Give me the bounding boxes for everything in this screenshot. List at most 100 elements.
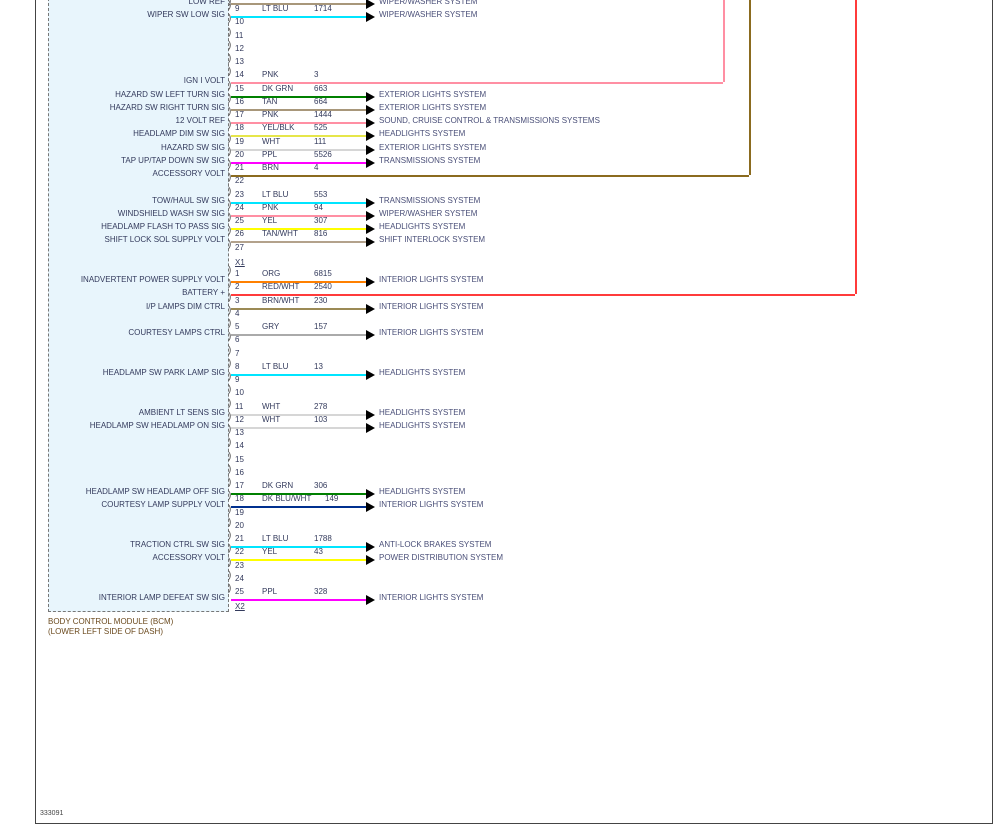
connector-bracket-icon: ): [228, 424, 232, 435]
circuit-number: 157: [314, 322, 328, 331]
wire: [231, 96, 366, 98]
wire-color: ORG: [262, 269, 281, 278]
arrow-icon: [366, 489, 375, 499]
arrow-icon: [366, 277, 375, 287]
wire-vertical: [855, 0, 857, 294]
system-destination: POWER DISTRIBUTION SYSTEM: [379, 553, 504, 562]
connector-bracket-icon: ): [228, 583, 232, 594]
wire-color: LT BLU: [262, 534, 289, 543]
arrow-icon: [366, 158, 375, 168]
system-destination: SOUND, CRUISE CONTROL & TRANSMISSIONS SY…: [379, 116, 600, 125]
signal-label: IGN I VOLT: [183, 76, 225, 85]
system-destination: SHIFT INTERLOCK SYSTEM: [379, 235, 486, 244]
pin-number: 18: [235, 123, 244, 133]
diagram-frame: [35, 0, 993, 824]
circuit-number: 3: [314, 70, 319, 80]
wire-color: TAN: [262, 96, 278, 106]
pin-number: 17: [235, 481, 244, 490]
bcm-module-box: [48, 0, 229, 612]
wire: [231, 135, 366, 137]
arrow-icon: [366, 330, 375, 340]
wire: [231, 281, 366, 283]
circuit-number: 2540: [314, 282, 332, 292]
arrow-icon: [366, 211, 375, 221]
signal-label: INTERIOR LAMP DEFEAT SW SIG: [98, 593, 225, 602]
wire: [231, 599, 366, 601]
pin-number: 4: [235, 308, 240, 318]
wire-color: DK GRN: [262, 83, 294, 93]
connector-bracket-icon: ): [228, 331, 232, 343]
system-destination: TRANSMISSIONS SYSTEM: [379, 156, 481, 165]
signal-label: HEADLAMP SW HEADLAMP ON SIG: [89, 421, 225, 430]
pin-number: 21: [235, 163, 244, 172]
connector-bracket-icon: ): [228, 13, 232, 25]
circuit-number: 307: [314, 216, 328, 225]
system-destination: WIPER/WASHER SYSTEM: [379, 0, 478, 6]
circuit-number: 525: [314, 123, 328, 133]
pin-number: 22: [235, 176, 244, 186]
pin-number: 9: [235, 4, 240, 13]
connector-bracket-icon: ): [228, 477, 232, 488]
signal-label: ACCESSORY VOLT: [152, 169, 225, 178]
system-destination: EXTERIOR LIGHTS SYSTEM: [379, 90, 487, 99]
connector-bracket-icon: ): [228, 172, 232, 184]
circuit-number: 553: [314, 189, 328, 199]
wire: [231, 493, 366, 495]
connector-bracket-icon: ): [228, 463, 232, 475]
arrow-icon: [366, 410, 375, 420]
connector-bracket-icon: ): [228, 212, 232, 223]
circuit-number: 328: [314, 587, 328, 596]
circuit-number: 278: [314, 401, 328, 411]
arrow-icon: [366, 145, 375, 155]
connector-bracket-icon: ): [228, 185, 232, 197]
circuit-number: 43: [314, 547, 323, 557]
wire-color: PNK: [262, 202, 279, 212]
pin-number: 8: [235, 361, 240, 371]
wire: [231, 559, 366, 561]
pin-number: 27: [235, 242, 244, 252]
wire: [231, 334, 366, 336]
connector-bracket-icon: ): [228, 437, 232, 449]
signal-label: HAZARD SW SIG: [160, 143, 225, 152]
signal-label: ACCESSORY VOLT: [152, 553, 225, 562]
wire: [231, 228, 366, 230]
circuit-number: 1444: [314, 110, 332, 119]
wire-color: DK GRN: [262, 481, 294, 490]
signal-label: WIPER SW LOW SIG: [147, 10, 225, 19]
signal-label: COURTESY LAMPS CTRL: [128, 328, 225, 337]
pin-number: 21: [235, 534, 244, 543]
arrow-icon: [366, 198, 375, 208]
wire-color: LT BLU: [262, 189, 289, 199]
pin-number: 24: [235, 573, 244, 583]
wire-color: PPL: [262, 149, 278, 159]
pin-number: 18: [235, 494, 244, 504]
pin-number: 20: [235, 520, 244, 530]
connector-bracket-icon: ): [228, 357, 232, 369]
connector-bracket-icon: ): [228, 569, 232, 581]
system-destination: WIPER/WASHER SYSTEM: [379, 209, 478, 218]
connector-bracket-icon: ): [228, 26, 232, 38]
connector-bracket-icon: ): [228, 145, 232, 157]
wire: [231, 122, 366, 124]
connector-bracket-icon: ): [228, 0, 232, 7]
wire: [231, 506, 366, 508]
connector-bracket-icon: ): [228, 410, 232, 422]
pin-number: 16: [235, 467, 244, 477]
arrow-icon: [366, 131, 375, 141]
signal-label: TAP UP/TAP DOWN SW SIG: [121, 156, 225, 165]
circuit-number: 663: [314, 83, 328, 93]
connector-bracket-icon: ): [228, 66, 232, 78]
arrow-icon: [366, 118, 375, 128]
arrow-icon: [366, 105, 375, 115]
system-destination: EXTERIOR LIGHTS SYSTEM: [379, 103, 487, 112]
signal-label: SHIFT LOCK SOL SUPPLY VOLT: [104, 235, 225, 244]
system-destination: EXTERIOR LIGHTS SYSTEM: [379, 143, 487, 152]
connector-name: X2: [235, 602, 245, 612]
connector-bracket-icon: ): [228, 530, 232, 541]
pin-number: 15: [235, 454, 244, 464]
wire-color: LT BLU: [262, 361, 289, 371]
connector-bracket-icon: ): [228, 238, 232, 250]
pin-number: 14: [235, 441, 244, 451]
pin-number: 12: [235, 43, 244, 53]
connector-bracket-icon: ): [228, 490, 232, 502]
